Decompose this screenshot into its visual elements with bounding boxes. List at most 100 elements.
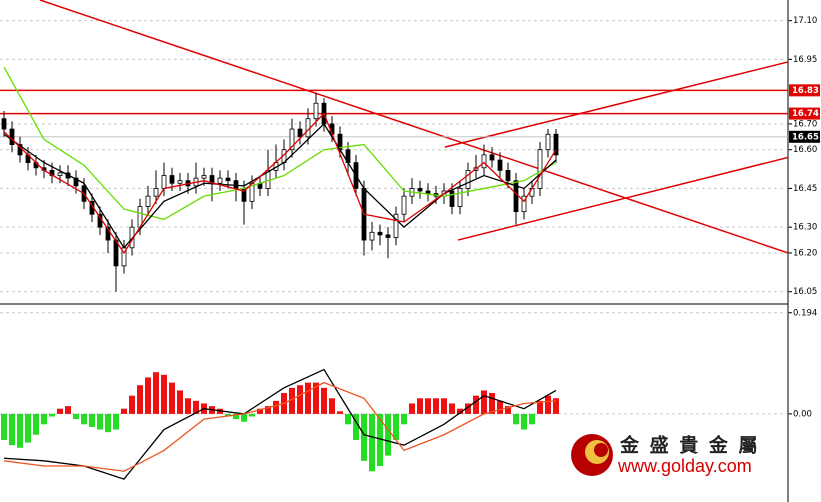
histogram-bar: [9, 413, 15, 446]
indicator-line: [3, 368, 557, 480]
histogram-bar: [329, 398, 335, 414]
histogram-bar: [161, 374, 167, 414]
histogram-bar: [185, 398, 191, 414]
histogram-bar: [233, 413, 239, 420]
candle-body: [217, 177, 223, 184]
candle-body: [537, 149, 543, 189]
logo: 金 盛 貴 金 屬 www.golday.com: [571, 434, 759, 476]
candle-body: [153, 188, 159, 197]
histogram-bar: [17, 413, 23, 448]
price-marker-label: 16.65: [792, 132, 819, 142]
histogram-bar: [129, 395, 135, 414]
histogram-bar: [345, 413, 351, 425]
histogram-bar: [153, 372, 159, 414]
candle-body: [201, 175, 207, 179]
histogram-bar: [1, 413, 7, 440]
histogram-bar: [361, 413, 367, 461]
y-tick-label: 16.45: [793, 184, 817, 194]
y-tick-label: 16.20: [793, 248, 817, 258]
histogram-bar: [529, 413, 535, 425]
y-tick-label: 16.60: [793, 145, 817, 155]
candle-body: [489, 154, 495, 161]
histogram-bar: [441, 398, 447, 414]
histogram-bar: [513, 413, 519, 425]
histogram-bar: [337, 411, 343, 414]
candle-body: [505, 169, 511, 182]
histogram-bar: [89, 413, 95, 427]
histogram-bar: [81, 413, 87, 425]
candle-body: [369, 231, 375, 241]
candle-body: [177, 180, 183, 184]
indicator-line: [3, 381, 557, 472]
histogram-bar: [353, 413, 359, 440]
histogram-bar: [393, 413, 399, 440]
histogram-bar: [433, 398, 439, 414]
trend-line: [39, 0, 789, 254]
indicator-line: [3, 112, 557, 255]
logo-name: 金 盛 貴 金 屬: [619, 434, 759, 457]
histogram-bar: [113, 413, 119, 430]
histogram-bar: [145, 377, 151, 414]
candle-body: [553, 133, 559, 156]
candle-body: [449, 190, 455, 207]
y-tick-label: 16.95: [793, 55, 817, 65]
histogram-bar: [537, 400, 543, 414]
y-tick-label: 0.00: [793, 409, 812, 419]
histogram-bar: [377, 413, 383, 467]
histogram-bar: [265, 406, 271, 414]
histogram-bar: [225, 413, 231, 417]
histogram-bar: [449, 403, 455, 414]
histogram-bar: [41, 413, 47, 425]
candle-body: [161, 175, 167, 189]
y-tick-label: 16.70: [793, 119, 817, 129]
histogram-bar: [505, 406, 511, 414]
histogram-bar: [425, 398, 431, 414]
candle-body: [465, 169, 471, 189]
histogram-bar: [369, 413, 375, 472]
histogram-bar: [465, 403, 471, 414]
logo-url: www.golday.com: [617, 456, 752, 476]
histogram-bar: [289, 387, 295, 414]
histogram-bar: [257, 408, 263, 414]
histogram-bar: [249, 413, 255, 417]
y-tick-label: 0.194: [793, 308, 817, 318]
histogram-bar: [313, 382, 319, 414]
candle-body: [9, 128, 15, 145]
candle-body: [425, 190, 431, 194]
price-marker-label: 16.83: [792, 86, 819, 96]
candle-body: [497, 159, 503, 171]
histogram-bar: [385, 413, 391, 456]
trend-line: [457, 156, 789, 241]
candle-body: [481, 154, 487, 169]
candle-body: [393, 213, 399, 238]
y-tick-label: 16.05: [793, 287, 817, 297]
plot: 17.10 16.95 16.70 16.60 16.45 16.30 16.20 16.05…: [0, 0, 820, 480]
histogram-bar: [545, 395, 551, 414]
histogram-bar: [489, 393, 495, 414]
histogram-bar: [177, 390, 183, 414]
candle-body: [105, 226, 111, 241]
logo-core: [594, 443, 608, 457]
histogram-bar: [401, 413, 407, 425]
histogram-bar: [417, 398, 423, 414]
histogram-bar: [297, 385, 303, 414]
histogram-bar: [65, 406, 71, 414]
candle-body: [377, 231, 383, 236]
price-marker-label: 16.74: [792, 109, 819, 119]
histogram-bar: [473, 395, 479, 414]
candle-body: [225, 177, 231, 182]
candle-body: [545, 133, 551, 151]
histogram-bar: [137, 385, 143, 414]
histogram-bar: [57, 408, 63, 414]
histogram-bar: [25, 413, 31, 443]
y-tick-label: 16.30: [793, 223, 817, 233]
indicator-line: [3, 66, 557, 221]
candle-body: [57, 172, 63, 176]
indicator-line: [3, 122, 557, 249]
histogram-bar: [553, 398, 559, 414]
price-marker: [789, 107, 820, 120]
histogram-bar: [121, 408, 127, 414]
candle-body: [385, 234, 391, 238]
